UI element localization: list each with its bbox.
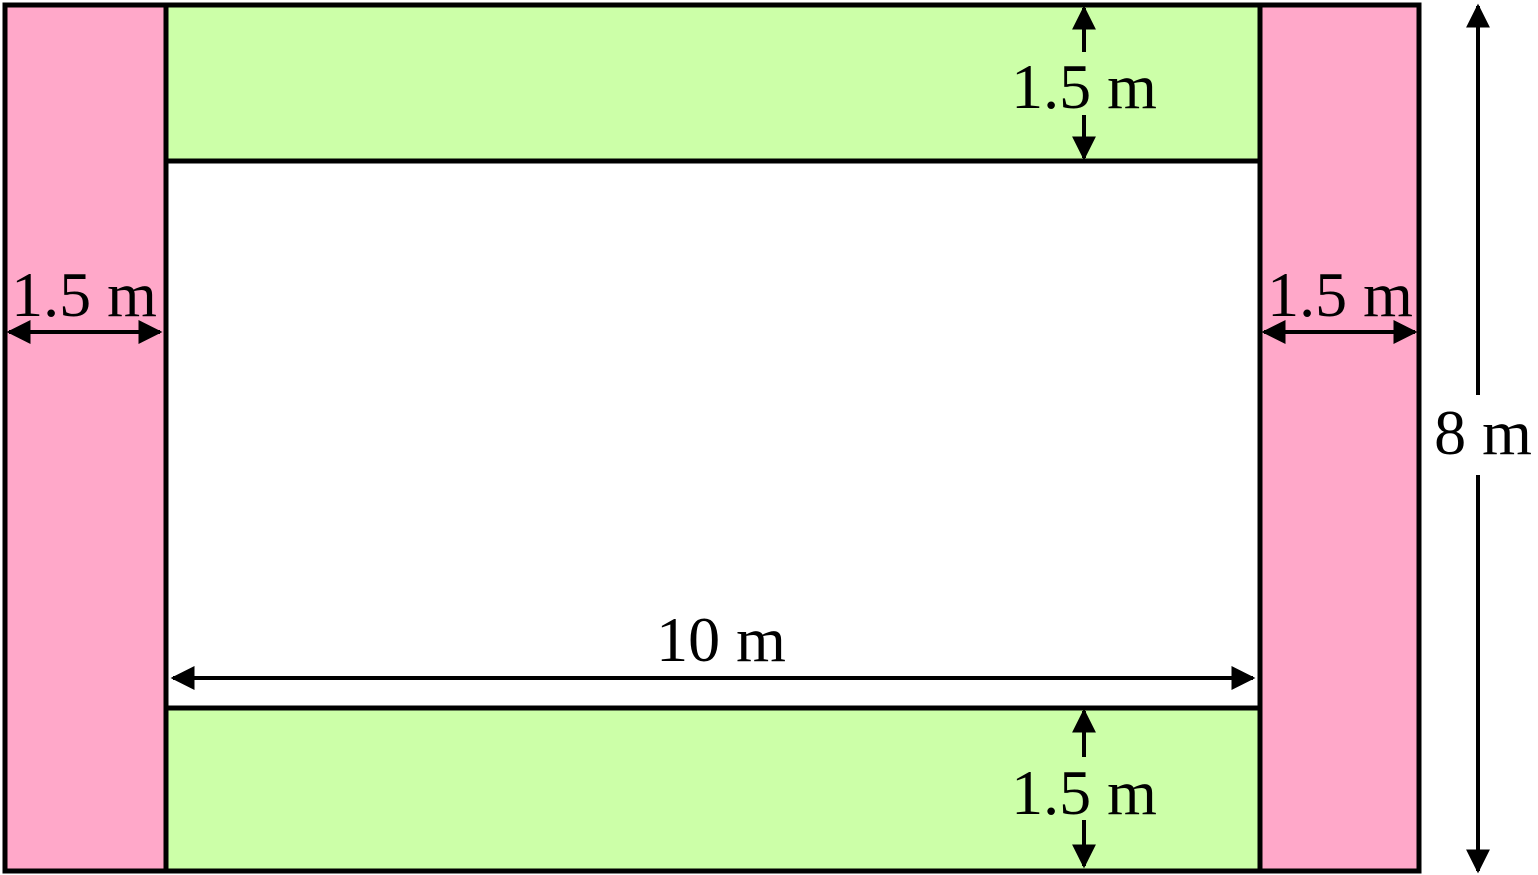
inner-garden-area — [163, 158, 1263, 711]
top-path-strip — [163, 2, 1263, 164]
right-strip-width-label: 1.5 m — [1267, 259, 1413, 330]
left-strip-width-label: 1.5 m — [11, 259, 157, 330]
bottom-strip-width-label: 1.5 m — [1011, 757, 1157, 828]
bottom-path-strip — [163, 705, 1263, 874]
total-height-label: 8 m — [1434, 397, 1532, 468]
left-path-strip — [2, 2, 169, 874]
right-path-strip — [1257, 2, 1422, 874]
top-strip-width-label: 1.5 m — [1011, 51, 1157, 122]
inner-length-label: 10 m — [656, 604, 786, 675]
